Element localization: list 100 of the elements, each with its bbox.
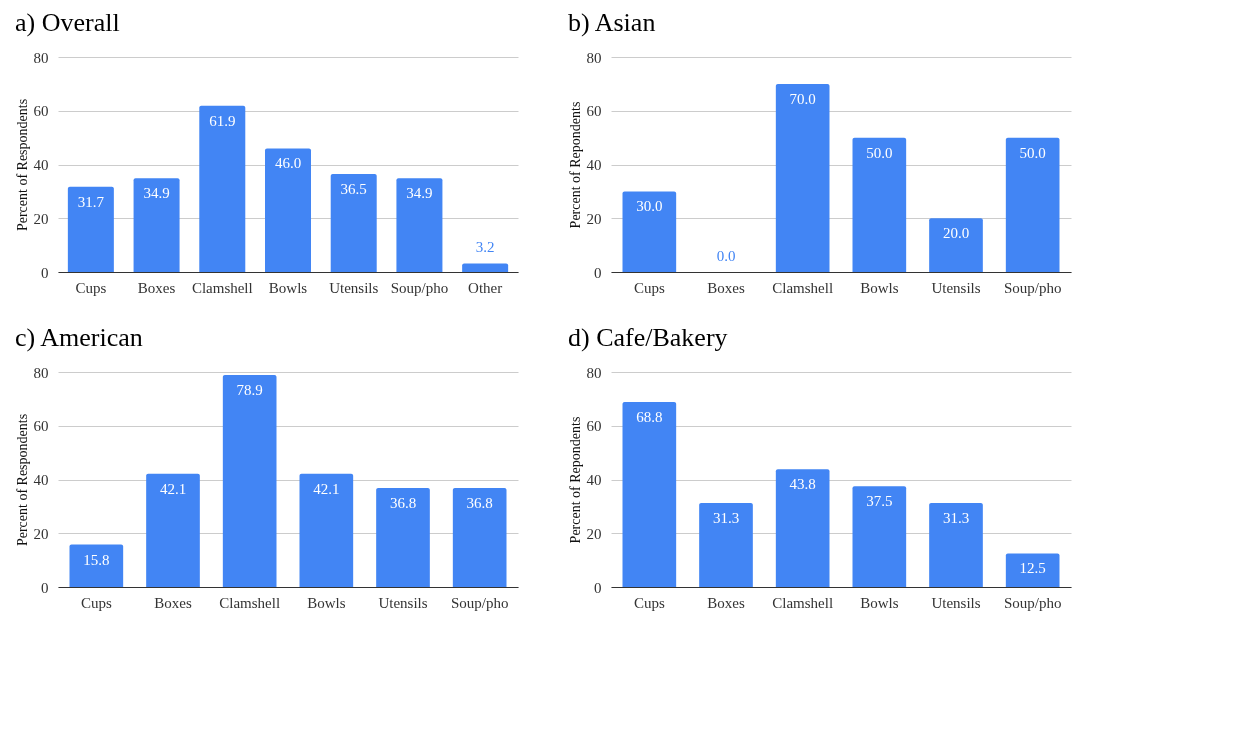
y-tick-label: 0 (594, 264, 602, 281)
x-tick-label: Utensils (931, 594, 981, 611)
bar (929, 218, 983, 272)
x-tick-label: Utensils (329, 279, 379, 296)
bar (622, 191, 677, 272)
y-axis-title: Percent of Repondents (567, 101, 583, 229)
x-tick-label: Soup/pho (390, 279, 449, 296)
data-label: 12.5 (1019, 560, 1046, 577)
chart-title: d) Cafe/Bakery (568, 323, 728, 352)
x-tick-label: Other (468, 279, 503, 296)
data-label: 70.0 (789, 90, 816, 107)
chart-title: a) Overall (15, 8, 120, 37)
bar (133, 178, 180, 272)
x-tick-label: Bowls (860, 594, 899, 611)
y-tick-label: 0 (41, 579, 49, 596)
bar (852, 137, 907, 272)
x-tick-label: Cups (633, 594, 665, 611)
data-label: 68.8 (636, 409, 663, 426)
bar (299, 473, 354, 587)
x-tick-label: Cups (80, 594, 112, 611)
y-axis-title: Percent of Repondents (567, 416, 583, 544)
y-tick-label: 0 (594, 579, 602, 596)
bar (265, 148, 311, 272)
data-label: 43.8 (789, 476, 816, 493)
bar (699, 502, 753, 587)
y-tick-label: 20 (586, 525, 602, 542)
bar (775, 83, 830, 272)
x-tick-label: Bowls (307, 594, 346, 611)
data-label: 3.2 (475, 239, 495, 256)
x-tick-label: Clamshell (219, 594, 281, 611)
y-tick-label: 0 (41, 264, 49, 281)
bar (1005, 553, 1060, 587)
bar (929, 502, 983, 587)
y-tick-label: 80 (586, 364, 602, 381)
bar (622, 402, 677, 587)
y-tick-label: 80 (33, 49, 49, 66)
x-tick-label: Cups (633, 279, 665, 296)
y-tick-label: 40 (586, 157, 602, 173)
x-tick-label: Cups (75, 279, 107, 296)
data-label: 36.8 (389, 495, 417, 512)
x-tick-label: Soup/pho (1003, 279, 1062, 296)
bar (396, 178, 443, 272)
data-label: 42.1 (313, 480, 340, 497)
data-label: 34.9 (406, 185, 433, 202)
data-label: 50.0 (1019, 144, 1046, 161)
data-label: 15.8 (83, 551, 110, 568)
data-label: 36.8 (466, 495, 493, 512)
y-tick-label: 60 (586, 418, 602, 435)
chart-title: c) American (15, 323, 143, 352)
x-tick-label: Boxes (137, 279, 176, 296)
data-label: 31.3 (712, 509, 740, 526)
bar (775, 469, 830, 587)
y-tick-label: 60 (33, 103, 49, 120)
y-tick-label: 80 (586, 49, 602, 66)
y-tick-label: 40 (586, 472, 602, 488)
x-tick-label: Clamshell (191, 279, 253, 296)
y-tick-label: 20 (586, 210, 602, 227)
data-label: 30.0 (636, 198, 663, 215)
data-label: 37.5 (866, 493, 893, 510)
x-tick-label: Soup/pho (1003, 594, 1062, 611)
data-label: 61.9 (209, 112, 236, 129)
x-tick-label: Clamshell (772, 279, 834, 296)
chart-title: b) Asian (568, 8, 656, 37)
bar (69, 544, 124, 587)
x-tick-label: Boxes (707, 279, 745, 296)
bar (852, 486, 907, 587)
data-label: 34.9 (143, 185, 170, 202)
bar (199, 105, 246, 272)
data-label: 50.0 (866, 144, 893, 161)
y-tick-label: 60 (33, 418, 49, 435)
bar (222, 374, 277, 587)
bar (462, 263, 509, 272)
y-tick-label: 20 (33, 210, 49, 227)
y-tick-label: 80 (33, 364, 49, 381)
bar (146, 473, 200, 587)
y-tick-label: 60 (586, 103, 602, 120)
y-tick-label: 20 (33, 525, 49, 542)
bar (452, 488, 507, 587)
x-tick-label: Bowls (268, 279, 308, 296)
bar (1005, 137, 1060, 272)
data-label: 20.0 (942, 225, 970, 242)
data-label: 31.7 (77, 193, 105, 210)
bar (376, 488, 430, 587)
data-label: 36.5 (340, 180, 367, 197)
bar (330, 173, 377, 272)
x-tick-label: Clamshell (772, 594, 834, 611)
x-tick-label: Boxes (154, 594, 192, 611)
y-tick-label: 40 (33, 157, 49, 173)
y-tick-label: 40 (33, 472, 49, 488)
data-label: 42.1 (159, 480, 187, 497)
bar (67, 186, 114, 272)
x-tick-label: Utensils (931, 279, 981, 296)
y-axis-title: Percent of Respondents (14, 413, 30, 547)
x-tick-label: Bowls (860, 279, 899, 296)
data-label: 0.0 (716, 248, 736, 264)
data-label: 31.3 (942, 509, 970, 526)
data-label: 78.9 (236, 381, 263, 398)
x-tick-label: Boxes (707, 594, 745, 611)
y-axis-title: Percent of Respondents (14, 98, 30, 232)
x-tick-label: Soup/pho (450, 594, 509, 611)
